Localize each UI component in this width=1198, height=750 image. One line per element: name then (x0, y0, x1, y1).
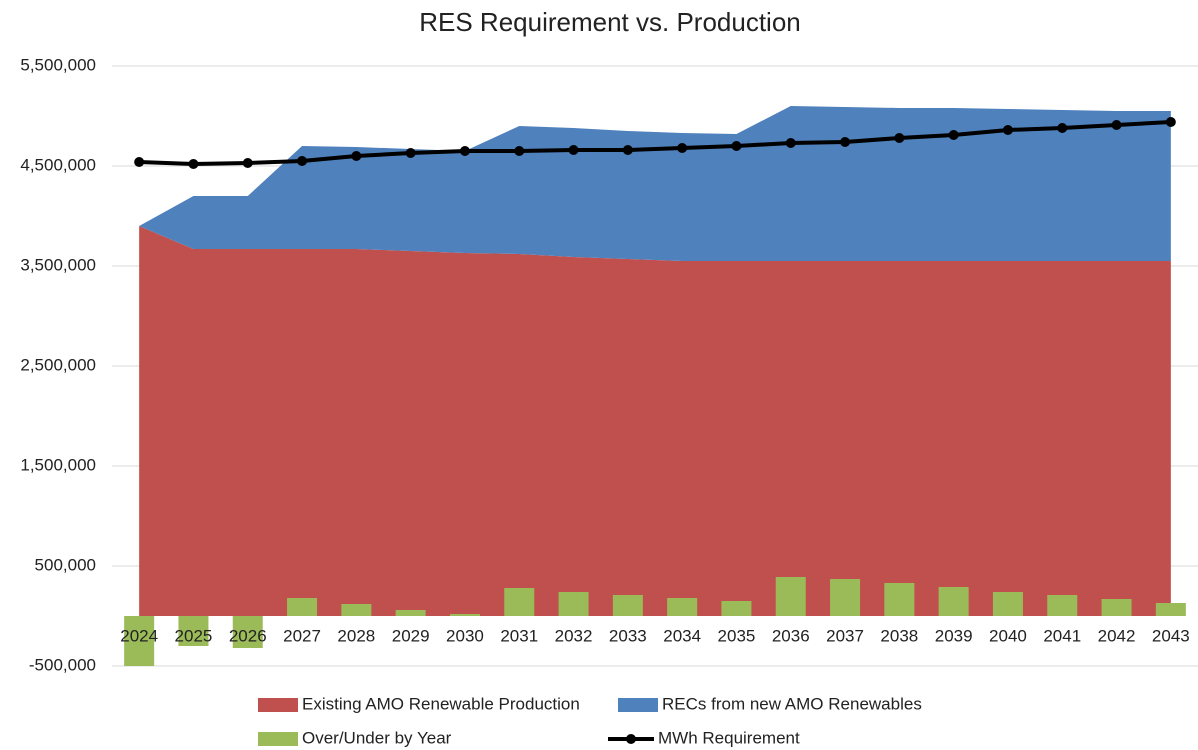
y-tick-label: 5,500,000 (20, 55, 96, 74)
bar (775, 577, 806, 616)
line-marker (134, 157, 145, 167)
x-tick-label: 2029 (392, 626, 430, 645)
bar (992, 592, 1023, 616)
x-tick-label: 2041 (1043, 626, 1081, 645)
x-tick-label: 2042 (1098, 626, 1136, 645)
bar (1047, 595, 1078, 616)
y-tick-label: 3,500,000 (20, 255, 96, 274)
line-marker (297, 156, 308, 166)
legend-label: Over/Under by Year (302, 728, 452, 747)
x-tick-label: 2028 (337, 626, 375, 645)
bar (721, 601, 752, 616)
x-tick-label: 2037 (826, 626, 864, 645)
line-marker (351, 151, 362, 161)
x-tick-label: 2032 (555, 626, 593, 645)
area (139, 106, 1171, 261)
bar (395, 610, 426, 616)
bar (232, 616, 263, 648)
line-marker (677, 143, 688, 153)
legend-label: RECs from new AMO Renewables (662, 694, 922, 713)
area (139, 226, 1171, 616)
legend-label: MWh Requirement (658, 728, 800, 747)
bar (287, 598, 318, 616)
x-tick-label: 2024 (120, 626, 158, 645)
line-marker (405, 148, 416, 158)
x-tick-label: 2025 (175, 626, 213, 645)
chart-title: RES Requirement vs. Production (419, 7, 801, 37)
legend-marker (626, 734, 636, 744)
bar (558, 592, 589, 616)
y-tick-label: 500,000 (35, 555, 96, 574)
y-tick-label: 2,500,000 (20, 355, 96, 374)
x-tick-label: 2036 (772, 626, 810, 645)
bar (124, 616, 155, 666)
legend-swatch (258, 732, 298, 746)
x-tick-label: 2043 (1152, 626, 1190, 645)
line-marker (622, 145, 633, 155)
line-marker (188, 159, 199, 169)
y-tick-label: 4,500,000 (20, 155, 96, 174)
x-tick-label: 2031 (500, 626, 538, 645)
x-tick-label: 2038 (880, 626, 918, 645)
bar (1155, 603, 1186, 616)
line-marker (785, 138, 796, 148)
bar (504, 588, 535, 616)
x-tick-label: 2040 (989, 626, 1027, 645)
x-tick-label: 2035 (718, 626, 756, 645)
x-tick-label: 2027 (283, 626, 321, 645)
legend-swatch (618, 698, 658, 712)
bar (612, 595, 643, 616)
bar (830, 579, 861, 616)
x-tick-label: 2033 (609, 626, 647, 645)
bar (449, 614, 480, 616)
line-marker (731, 141, 742, 151)
x-tick-label: 2030 (446, 626, 484, 645)
line-marker (894, 133, 905, 143)
bar (938, 587, 969, 616)
bar (341, 604, 372, 616)
bar (178, 616, 209, 646)
line (139, 120, 1171, 167)
bar (667, 598, 698, 616)
x-tick-label: 2026 (229, 626, 267, 645)
line-marker (568, 145, 579, 155)
legend-swatch (258, 698, 298, 712)
line-marker (948, 130, 959, 140)
line-marker (1165, 117, 1176, 127)
x-tick-label: 2039 (935, 626, 973, 645)
y-tick-label: 1,500,000 (20, 455, 96, 474)
legend-label: Existing AMO Renewable Production (302, 694, 580, 713)
line-marker (242, 158, 253, 168)
y-tick-label: -500,000 (29, 655, 96, 674)
bar (884, 583, 915, 616)
line-marker (840, 137, 851, 147)
line-marker (459, 146, 470, 156)
line-marker (514, 146, 525, 156)
line-marker (1057, 123, 1068, 133)
x-tick-label: 2034 (663, 626, 701, 645)
line-marker (1002, 125, 1013, 135)
bar (1101, 599, 1132, 616)
line-marker (1111, 120, 1122, 130)
